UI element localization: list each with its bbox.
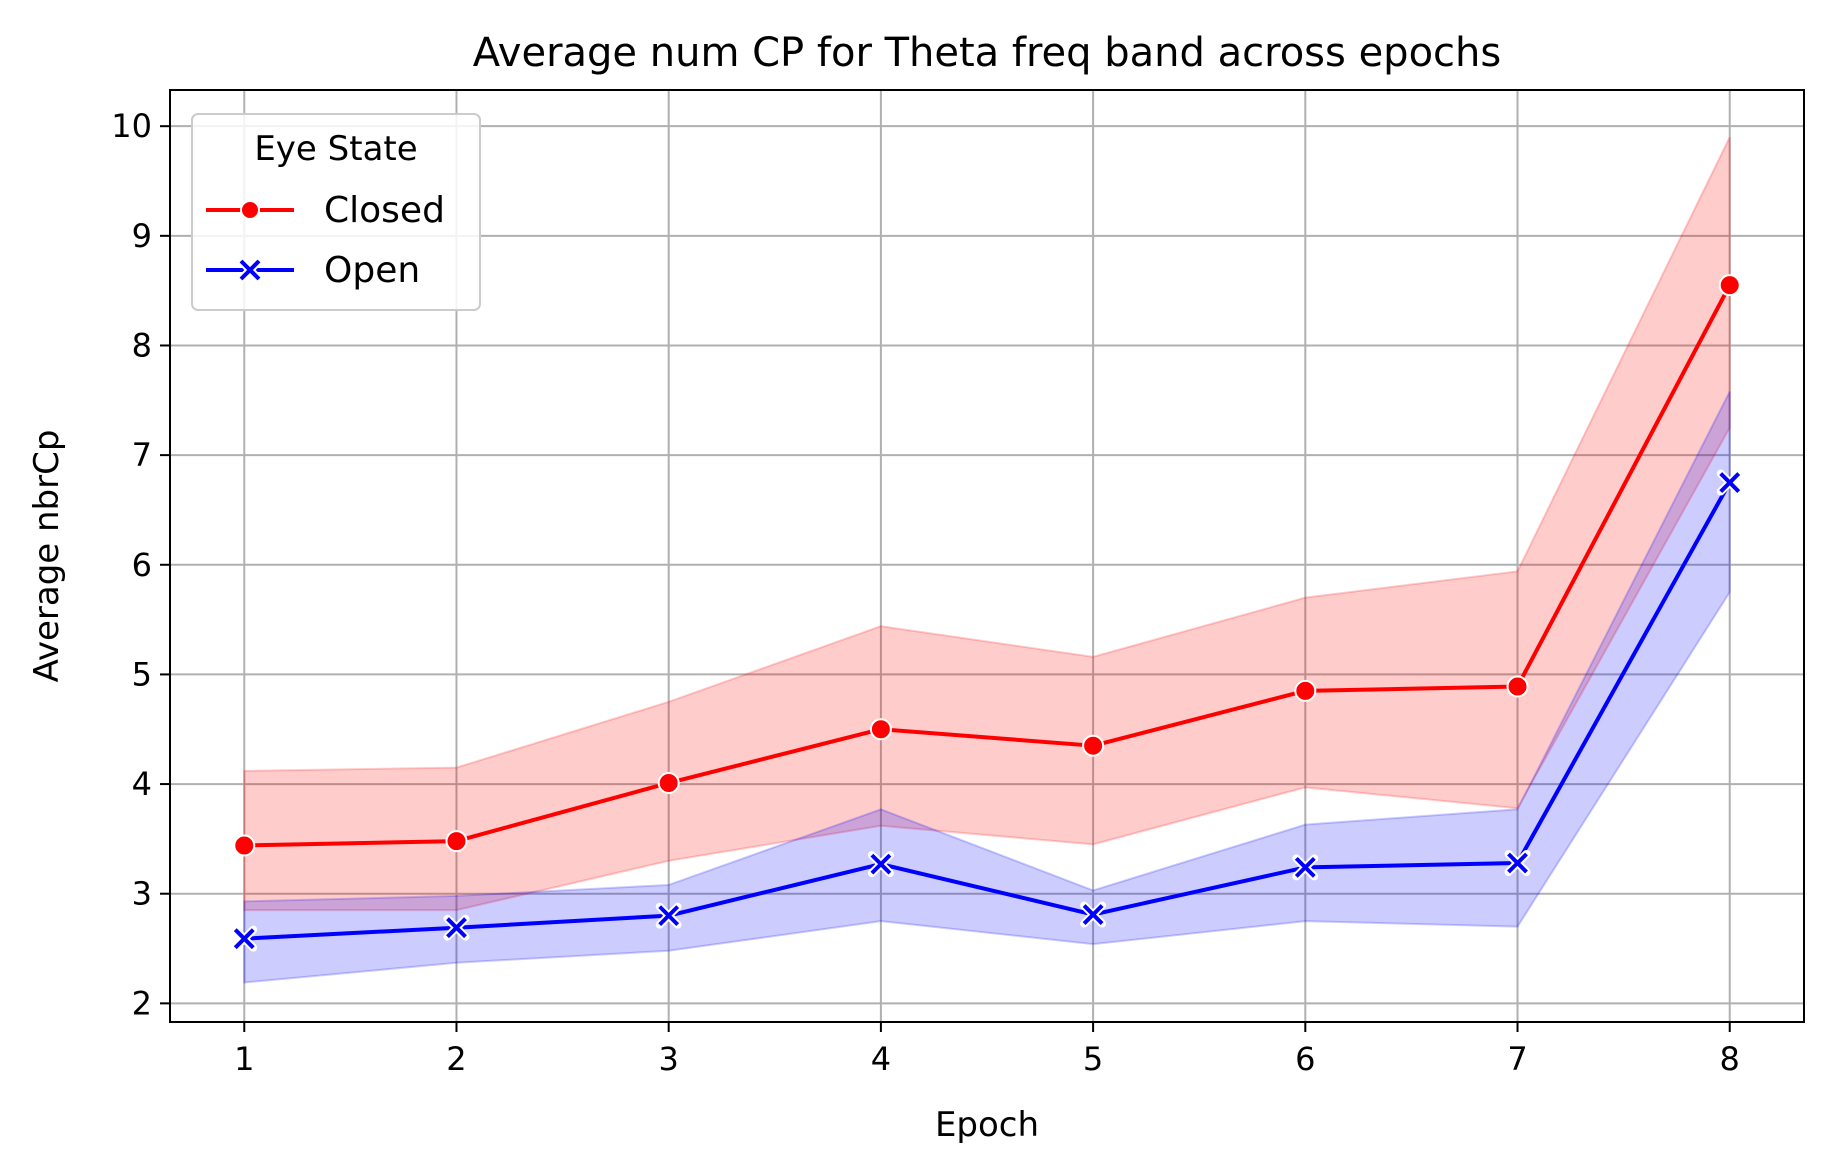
data-point-closed xyxy=(1294,679,1317,702)
y-tick-label: 7 xyxy=(132,436,152,474)
legend-marker-open xyxy=(237,257,263,283)
x-tick-label: 6 xyxy=(1295,1040,1315,1078)
legend-label-open: Open xyxy=(324,250,420,291)
series-line-closed xyxy=(244,284,1732,848)
x-tick-label: 4 xyxy=(871,1040,891,1078)
x-tick-label: 8 xyxy=(1720,1040,1740,1078)
data-point-closed xyxy=(1506,675,1529,698)
x-tick-label: 2 xyxy=(446,1040,466,1078)
y-tick-label: 6 xyxy=(132,546,152,584)
x-marker-stroke xyxy=(1294,856,1316,878)
x-marker-stroke xyxy=(1082,904,1104,925)
x-tick-label: 3 xyxy=(659,1040,679,1078)
y-axis-label: Average nbrCp xyxy=(27,430,67,683)
confidence-bands xyxy=(243,136,1731,984)
data-point-open xyxy=(231,925,258,952)
data-point-open xyxy=(443,914,470,941)
legend-title: Eye State xyxy=(254,129,417,169)
y-tick-label: 5 xyxy=(132,655,152,693)
data-point-closed xyxy=(445,830,468,853)
y-tick-label: 10 xyxy=(111,107,152,145)
data-point-open xyxy=(1292,854,1319,881)
legend: Eye State Closed Open xyxy=(191,113,481,311)
plot-frame xyxy=(169,89,1805,1023)
data-point-open xyxy=(1080,901,1107,928)
x-axis-label: Epoch xyxy=(935,1105,1039,1145)
series-lines xyxy=(244,284,1732,941)
legend-marker-closed xyxy=(240,200,260,220)
x-marker-stroke xyxy=(658,905,680,927)
x-marker-stroke xyxy=(870,853,892,875)
data-point-open xyxy=(1716,469,1743,496)
x-marker-stroke xyxy=(1719,472,1741,493)
data-point-open xyxy=(867,851,894,878)
chart-title: Average num CP for Theta freq band acros… xyxy=(473,30,1501,76)
grid xyxy=(170,90,1804,1022)
legend-label-closed: Closed xyxy=(324,190,445,231)
x-tick-label: 1 xyxy=(234,1040,254,1078)
data-point-closed xyxy=(657,771,680,794)
x-marker-stroke xyxy=(446,917,467,939)
x-tick-label: 7 xyxy=(1507,1040,1527,1078)
y-tick-label: 4 xyxy=(132,765,152,803)
y-tick-label: 8 xyxy=(132,326,152,364)
axis-ticks: 1 2 3 4 5 6 7 8 2 3 4 5 6 7 8 9 10 xyxy=(111,107,1740,1078)
series-markers xyxy=(231,274,1743,952)
data-point-closed xyxy=(1718,274,1741,297)
data-point-open xyxy=(1504,850,1531,877)
series-line-open xyxy=(244,481,1732,941)
data-point-closed xyxy=(233,834,256,857)
x-marker-stroke xyxy=(233,928,255,950)
confidence-band-open xyxy=(243,391,1731,984)
y-tick-label: 3 xyxy=(132,875,152,913)
data-point-closed xyxy=(869,718,892,741)
x-tick-label: 5 xyxy=(1083,1040,1103,1078)
x-marker-stroke xyxy=(1507,852,1528,874)
confidence-band-closed xyxy=(243,136,1731,912)
data-point-closed xyxy=(1082,734,1105,757)
legend-box xyxy=(191,113,481,311)
y-tick-label: 2 xyxy=(132,984,152,1022)
y-tick-label: 9 xyxy=(132,217,152,255)
data-point-open xyxy=(655,902,682,929)
